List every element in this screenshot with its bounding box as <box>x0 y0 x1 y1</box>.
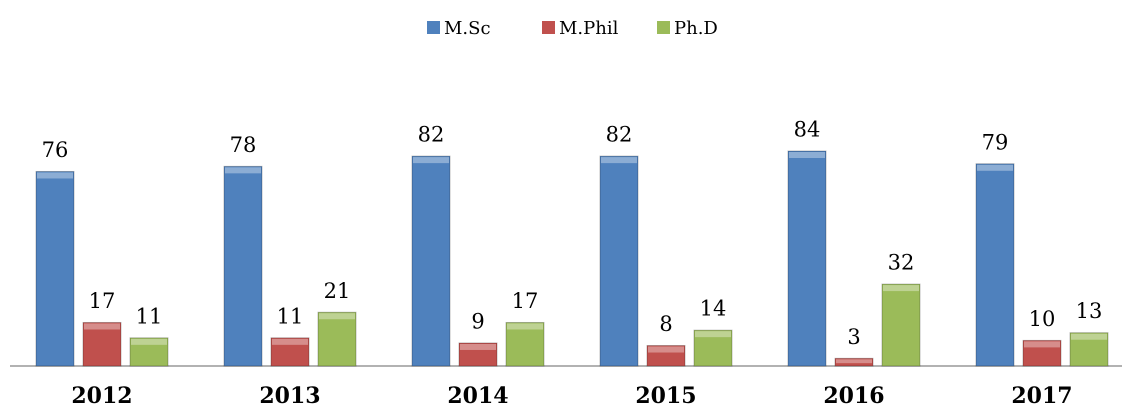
bar-bevel <box>1024 341 1060 348</box>
legend-label: Ph.D <box>674 18 718 39</box>
x-tick-label: 2017 <box>1011 383 1072 409</box>
bar <box>975 163 1015 367</box>
bar <box>787 150 827 367</box>
bar-bevel <box>319 313 355 320</box>
bar <box>270 337 310 367</box>
value-label: 78 <box>230 133 257 157</box>
bar-bevel <box>84 323 120 330</box>
bar-bevel <box>131 338 167 345</box>
value-label: 76 <box>42 138 69 162</box>
x-tick-label: 2015 <box>635 383 696 409</box>
bar <box>834 357 874 367</box>
bar <box>35 170 75 367</box>
bar-bevel <box>460 343 496 350</box>
value-label: 10 <box>1029 307 1056 331</box>
value-label: 32 <box>888 251 915 275</box>
x-tick-label: 2014 <box>447 383 508 409</box>
legend-swatch <box>542 21 555 34</box>
bar <box>411 155 451 367</box>
bar-bevel <box>601 157 637 164</box>
bar <box>505 321 545 367</box>
value-label: 14 <box>700 297 727 321</box>
bar-bevel <box>695 331 731 338</box>
value-label: 11 <box>136 304 163 328</box>
bar-bevel <box>977 164 1013 171</box>
x-tick-label: 2013 <box>259 383 320 409</box>
value-label: 21 <box>324 279 351 303</box>
bar-bevel <box>507 323 543 330</box>
bar <box>129 337 169 367</box>
bar-bevel <box>225 167 261 174</box>
bar-bevel <box>883 285 919 292</box>
legend-swatch <box>427 21 440 34</box>
legend-swatch <box>657 21 670 34</box>
value-label: 82 <box>606 123 633 147</box>
bar <box>693 329 733 367</box>
bar-bevel <box>648 346 684 353</box>
value-label: 9 <box>471 309 484 333</box>
value-label: 3 <box>847 325 860 349</box>
value-label: 11 <box>277 304 304 328</box>
bar-bevel <box>272 338 308 345</box>
bar-bevel <box>1071 333 1107 340</box>
legend-label: M.Phil <box>559 18 619 39</box>
bar <box>1069 332 1109 367</box>
value-label: 79 <box>982 130 1009 154</box>
bar <box>646 345 686 367</box>
value-label: 17 <box>512 289 539 313</box>
bar <box>223 165 263 367</box>
bar-bevel <box>37 172 73 179</box>
value-label: 13 <box>1076 299 1103 323</box>
value-label: 8 <box>659 312 672 336</box>
value-label: 84 <box>794 118 821 142</box>
bar <box>317 311 357 367</box>
bar <box>82 321 122 367</box>
bar <box>458 342 498 367</box>
value-label: 82 <box>418 123 445 147</box>
x-tick-label: 2012 <box>71 383 132 409</box>
x-tick-label: 2016 <box>823 383 884 409</box>
bar <box>599 155 639 367</box>
bar <box>1022 339 1062 367</box>
bar <box>881 283 921 367</box>
value-label: 17 <box>89 289 116 313</box>
bar-bevel <box>836 359 872 364</box>
bar-bevel <box>789 152 825 158</box>
legend-label: M.Sc <box>444 18 491 39</box>
bar-bevel <box>413 157 449 164</box>
